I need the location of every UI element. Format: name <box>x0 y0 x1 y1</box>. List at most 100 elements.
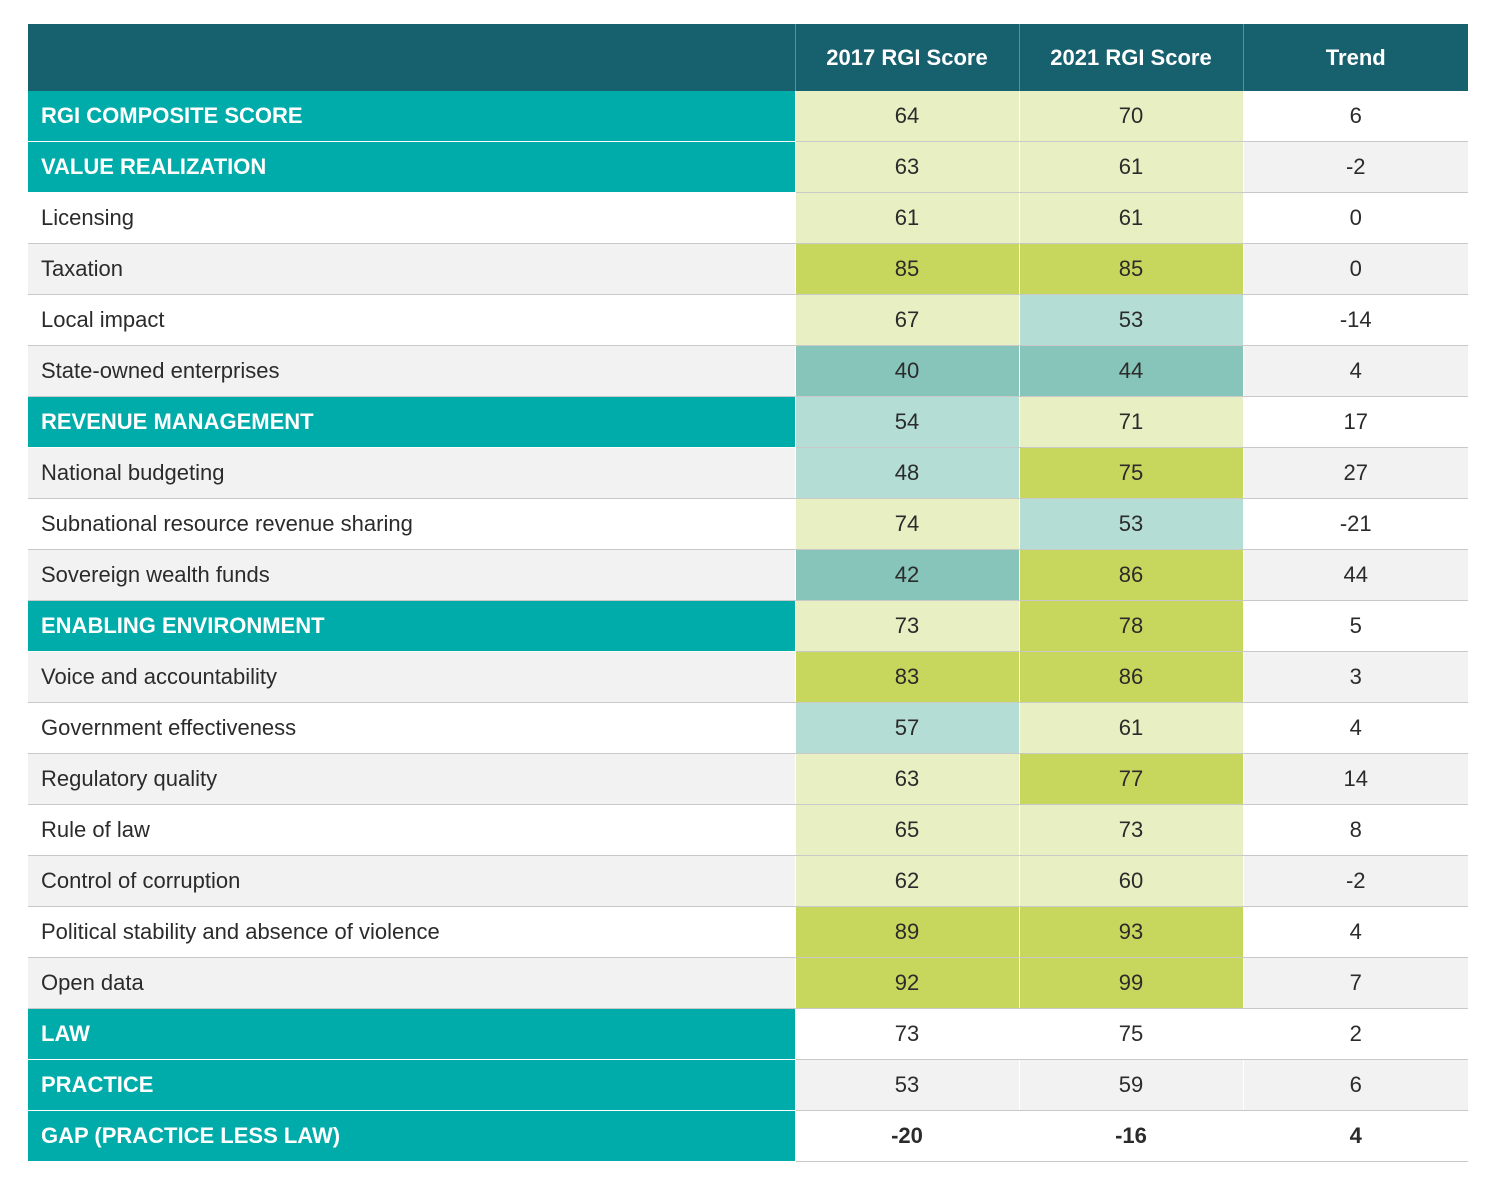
score-2017-cell: 48 <box>794 447 1019 499</box>
score-2021-cell: 61 <box>1018 702 1243 754</box>
score-2021-cell: 99 <box>1018 957 1243 1009</box>
row-label: Government effectiveness <box>28 702 795 754</box>
trend-cell: -14 <box>1242 294 1468 346</box>
row-label: Regulatory quality <box>28 753 795 805</box>
row-label: Subnational resource revenue sharing <box>28 498 795 550</box>
header-label-cell <box>28 24 795 91</box>
table-body: RGI COMPOSITE SCORE 64 70 6 VALUE REALIZATIO… <box>28 91 1468 1162</box>
section-row: VALUE REALIZATION 63 61 -2 <box>28 141 1468 193</box>
score-2017-cell: 67 <box>794 294 1019 346</box>
header-2017-score: 2017 RGI Score <box>794 24 1019 91</box>
row-label: LAW <box>28 1008 795 1060</box>
table-row: National budgeting 48 75 27 <box>28 447 1468 499</box>
row-label: GAP (PRACTICE LESS LAW) <box>28 1110 795 1162</box>
trend-cell: 14 <box>1242 753 1468 805</box>
trend-cell: 5 <box>1242 600 1468 652</box>
trend-cell: -2 <box>1242 141 1468 193</box>
table-row: Subnational resource revenue sharing 74 53… <box>28 498 1468 550</box>
trend-cell: 27 <box>1242 447 1468 499</box>
score-2017-cell: 63 <box>794 753 1019 805</box>
rgi-score-table: 2017 RGI Score 2021 RGI Score Trend RGI … <box>28 24 1468 1162</box>
table-row: Rule of law 65 73 8 <box>28 804 1468 856</box>
score-2021-cell: 44 <box>1018 345 1243 397</box>
row-label: Open data <box>28 957 795 1009</box>
score-2017-cell: 62 <box>794 855 1019 907</box>
trend-cell: 2 <box>1242 1008 1468 1060</box>
score-2021-cell: 77 <box>1018 753 1243 805</box>
score-2017-cell: 40 <box>794 345 1019 397</box>
score-2021-cell: 93 <box>1018 906 1243 958</box>
row-label: State-owned enterprises <box>28 345 795 397</box>
score-2017-cell: 42 <box>794 549 1019 601</box>
score-2021-cell: 61 <box>1018 141 1243 193</box>
trend-cell: 8 <box>1242 804 1468 856</box>
row-label: Licensing <box>28 192 795 244</box>
table-row: Political stability and absence of viole… <box>28 906 1468 958</box>
trend-cell: 4 <box>1242 345 1468 397</box>
row-label: ENABLING ENVIRONMENT <box>28 600 795 652</box>
row-label: PRACTICE <box>28 1059 795 1111</box>
score-2017-cell: 74 <box>794 498 1019 550</box>
section-row: GAP (PRACTICE LESS LAW) -20 -16 4 <box>28 1110 1468 1162</box>
trend-cell: 4 <box>1242 1110 1468 1162</box>
score-2021-cell: -16 <box>1018 1110 1243 1162</box>
trend-cell: 3 <box>1242 651 1468 703</box>
row-label: Rule of law <box>28 804 795 856</box>
table-row: Local impact 67 53 -14 <box>28 294 1468 346</box>
score-2017-cell: 61 <box>794 192 1019 244</box>
score-2017-cell: 63 <box>794 141 1019 193</box>
row-label: Control of corruption <box>28 855 795 907</box>
table-row: Regulatory quality 63 77 14 <box>28 753 1468 805</box>
trend-cell: 4 <box>1242 906 1468 958</box>
trend-cell: 7 <box>1242 957 1468 1009</box>
score-2021-cell: 86 <box>1018 549 1243 601</box>
score-2021-cell: 75 <box>1018 1008 1243 1060</box>
score-2021-cell: 59 <box>1018 1059 1243 1111</box>
row-label: National budgeting <box>28 447 795 499</box>
row-label: VALUE REALIZATION <box>28 141 795 193</box>
trend-cell: 6 <box>1242 1059 1468 1111</box>
row-label: Local impact <box>28 294 795 346</box>
row-label: RGI COMPOSITE SCORE <box>28 91 795 142</box>
table-row: Sovereign wealth funds 42 86 44 <box>28 549 1468 601</box>
row-label: Political stability and absence of viole… <box>28 906 795 958</box>
header-trend: Trend <box>1242 24 1468 91</box>
score-2017-cell: 92 <box>794 957 1019 1009</box>
score-2017-cell: 83 <box>794 651 1019 703</box>
table-header-row: 2017 RGI Score 2021 RGI Score Trend <box>28 24 1468 91</box>
score-2017-cell: 54 <box>794 396 1019 448</box>
trend-cell: -21 <box>1242 498 1468 550</box>
trend-cell: 4 <box>1242 702 1468 754</box>
score-2017-cell: 85 <box>794 243 1019 295</box>
table-row: Open data 92 99 7 <box>28 957 1468 1009</box>
table-row: Taxation 85 85 0 <box>28 243 1468 295</box>
trend-cell: -2 <box>1242 855 1468 907</box>
table-row: Voice and accountability 83 86 3 <box>28 651 1468 703</box>
score-2021-cell: 61 <box>1018 192 1243 244</box>
score-2021-cell: 70 <box>1018 91 1243 142</box>
table-row: State-owned enterprises 40 44 4 <box>28 345 1468 397</box>
score-2021-cell: 85 <box>1018 243 1243 295</box>
score-2021-cell: 75 <box>1018 447 1243 499</box>
section-row: RGI COMPOSITE SCORE 64 70 6 <box>28 91 1468 142</box>
score-2017-cell: 57 <box>794 702 1019 754</box>
score-2021-cell: 71 <box>1018 396 1243 448</box>
table-row: Government effectiveness 57 61 4 <box>28 702 1468 754</box>
section-row: ENABLING ENVIRONMENT 73 78 5 <box>28 600 1468 652</box>
row-label: Taxation <box>28 243 795 295</box>
score-2021-cell: 53 <box>1018 294 1243 346</box>
score-2021-cell: 73 <box>1018 804 1243 856</box>
section-row: PRACTICE 53 59 6 <box>28 1059 1468 1111</box>
row-label: REVENUE MANAGEMENT <box>28 396 795 448</box>
score-2021-cell: 86 <box>1018 651 1243 703</box>
score-2017-cell: 53 <box>794 1059 1019 1111</box>
trend-cell: 6 <box>1242 91 1468 142</box>
row-label: Voice and accountability <box>28 651 795 703</box>
trend-cell: 17 <box>1242 396 1468 448</box>
score-2017-cell: 73 <box>794 600 1019 652</box>
score-2017-cell: 64 <box>794 91 1019 142</box>
section-row: LAW 73 75 2 <box>28 1008 1468 1060</box>
score-2021-cell: 60 <box>1018 855 1243 907</box>
score-2017-cell: 73 <box>794 1008 1019 1060</box>
score-2021-cell: 78 <box>1018 600 1243 652</box>
